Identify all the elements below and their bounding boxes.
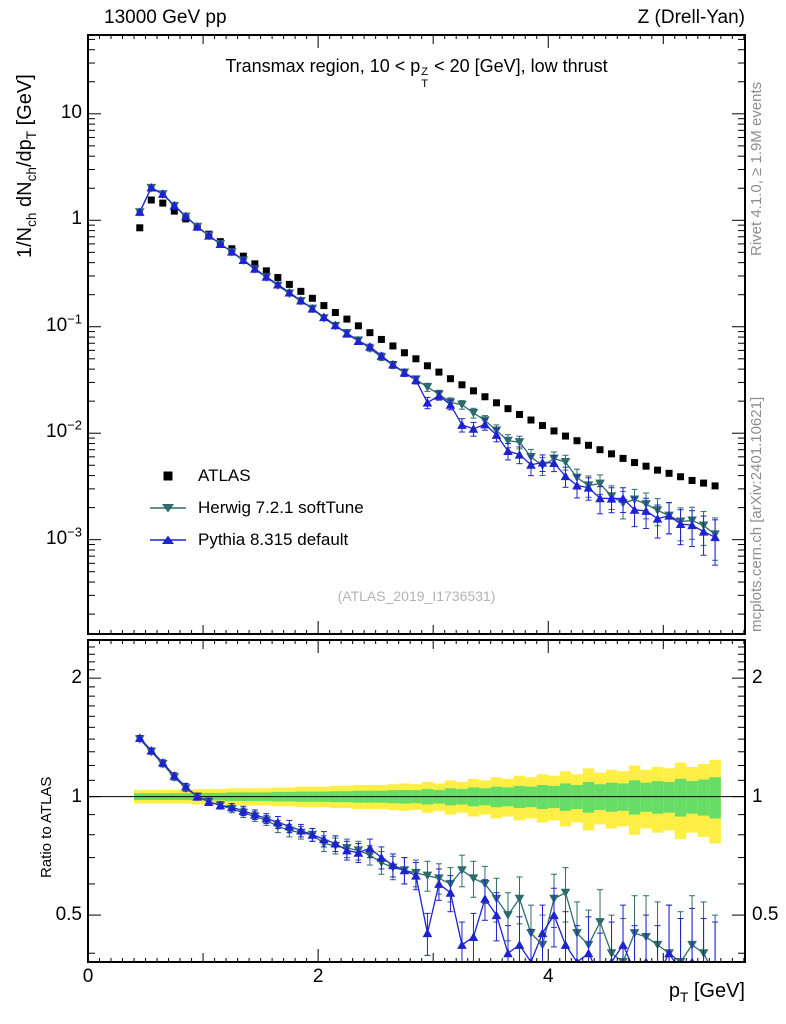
legend: ATLAS Herwig 7.2.1 softTune Pythia 8.315 d… [150, 463, 364, 559]
analysis-watermark: (ATLAS_2019_I1736531) [337, 588, 496, 604]
legend-label: Herwig 7.2.1 softTune [198, 498, 364, 517]
legend-entry: ATLAS [150, 463, 364, 489]
legend-label: ATLAS [198, 466, 251, 485]
mcplots-arxiv-note: mcplots.cern.ch [arXiv:2401.10621] [748, 396, 765, 632]
y-axis-tick-label: 10−3 [46, 524, 82, 549]
x-axis-label: pT [GeV] [668, 980, 745, 1005]
main-panel-series [134, 182, 720, 566]
legend-entry: Herwig 7.2.1 softTune [150, 495, 364, 521]
triangle-down-icon [150, 504, 186, 513]
x-axis-tick-label: 2 [312, 966, 324, 987]
ratio-tick-label-left: 1 [71, 785, 82, 807]
ratio-tick-label-right: 1 [752, 785, 763, 807]
x-axis-tick-label: 0 [82, 966, 94, 987]
ratio-tick-label-left: 0.5 [55, 904, 82, 926]
y-axis-tick-label: 10−1 [46, 311, 82, 336]
legend-label: Pythia 8.315 default [198, 530, 349, 549]
y-axis-tick-label: 10 [60, 101, 82, 123]
process-label: Z (Drell-Yan) [637, 7, 745, 28]
ratio-panel-series [134, 733, 719, 962]
legend-entry: Pythia 8.315 default [150, 527, 364, 553]
rivet-version-note: Rivet 4.1.0, ≥ 1.9M events [748, 81, 765, 256]
ratio-tick-label-left: 2 [71, 667, 82, 689]
axes [87, 34, 746, 963]
ratio-axis-label: Ratio to ATLAS [38, 776, 55, 878]
y-axis-label: 1/Nch dNch/dpT [GeV] [14, 74, 39, 258]
y-axis-tick-label: 1 [71, 208, 82, 230]
square-icon [163, 471, 173, 481]
x-axis-tick-label: 4 [542, 966, 554, 987]
beam-energy-label: 13000 GeV pp [104, 7, 227, 28]
ratio-tick-label-right: 2 [752, 667, 763, 689]
ratio-tick-label-right: 0.5 [752, 904, 779, 926]
triangle-up-icon [150, 535, 186, 544]
y-axis-tick-label: 10−2 [46, 417, 82, 443]
ratio-uncertainty-bands [88, 759, 745, 844]
